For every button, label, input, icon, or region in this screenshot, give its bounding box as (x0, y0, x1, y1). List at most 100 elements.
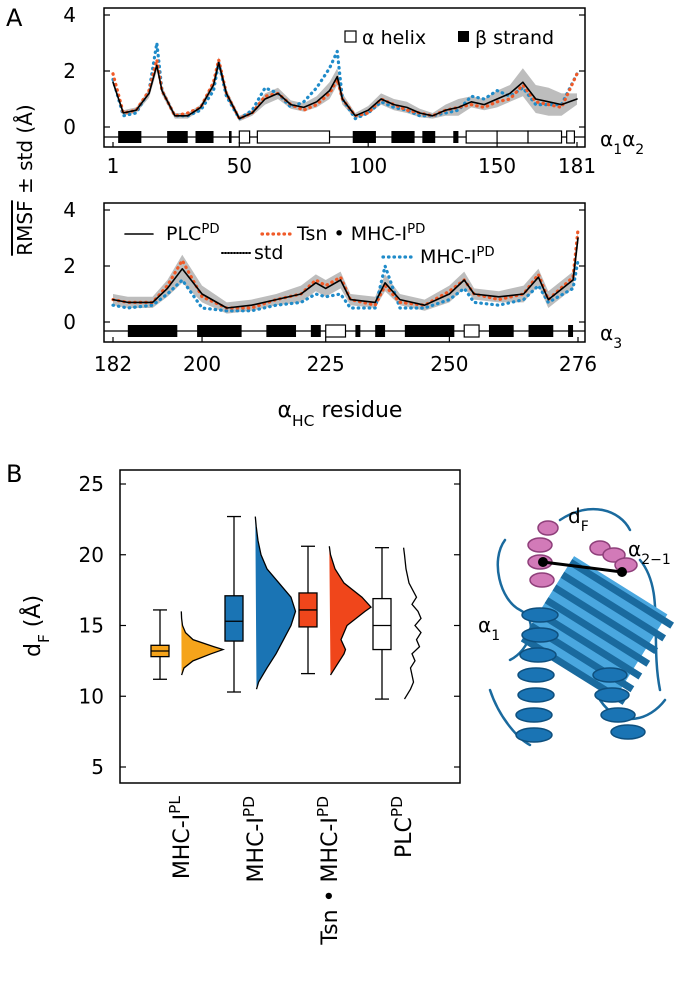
beta-strand (488, 325, 514, 337)
distance-label-part: d (568, 504, 581, 528)
segment-label-part: 1 (613, 142, 622, 158)
legend-name: std (254, 242, 283, 264)
legend-label: β strand (475, 27, 554, 49)
beta-strand (528, 325, 554, 337)
category-label-part: MHC-I (170, 814, 195, 879)
beta-strand (453, 131, 459, 143)
x-tick-label: 225 (307, 352, 345, 376)
y-tick-label: 20 (79, 543, 104, 567)
rmsf-line (111, 58, 579, 121)
beta-strand (310, 325, 321, 337)
y-tick-label: 4 (63, 3, 76, 27)
plot-frame (103, 7, 586, 148)
beta-strand (167, 131, 188, 143)
legend-name: PLC (166, 223, 201, 245)
beta-strand (266, 325, 297, 337)
rmsf-line (112, 237, 579, 309)
beta-strand (355, 325, 361, 337)
helix-label: α1 (478, 613, 500, 644)
violin (328, 546, 372, 676)
segment-label: α1α2 (600, 127, 644, 158)
violin (180, 611, 226, 676)
alpha-helix (256, 130, 331, 144)
violin (254, 516, 297, 690)
x-tick-label: 150 (478, 154, 516, 178)
y-axis-label-part: RMSF (13, 200, 37, 255)
x-tick-label: 250 (430, 352, 468, 376)
category-label-part: Tsn • MHC-I (318, 817, 343, 945)
beta-strand (391, 131, 415, 143)
beta-strand (197, 325, 242, 337)
alpha-helix (463, 324, 480, 338)
legend-label: std (254, 242, 283, 264)
category-label-part: PLC (392, 817, 417, 858)
beta-strand (568, 325, 574, 337)
x-tick-label: 181 (558, 154, 596, 178)
y-tick-label: 10 (79, 684, 104, 708)
x-axis-label: αHC residue (278, 398, 403, 430)
std-band (113, 57, 577, 122)
segment-label-part: α (622, 127, 635, 151)
legend-sup: PD (201, 222, 219, 237)
violin (402, 547, 422, 700)
category-label-part: PD (388, 796, 406, 817)
legend-label: α helix (362, 27, 426, 49)
x-tick-label: 100 (349, 154, 387, 178)
y-tick-label: 5 (91, 755, 104, 779)
category-label-part: PL (166, 796, 184, 814)
rmsf-line (111, 258, 580, 313)
legend-label: PLCPD (166, 222, 220, 246)
box (224, 595, 244, 642)
category-label: Tsn • MHC-IPD (314, 796, 343, 946)
box (372, 597, 392, 651)
rmsf-line (112, 61, 578, 120)
category-label: MHC-IPD (240, 796, 269, 882)
legend-sup: PD (407, 222, 425, 237)
y-tick-label: 0 (63, 115, 76, 139)
y-tick-label: 0 (63, 310, 76, 334)
helix-label-part: 1 (491, 628, 500, 644)
plot-frame (119, 469, 461, 784)
segment-label-part: α (600, 127, 613, 151)
beta-strand (118, 131, 142, 143)
x-tick-label: 50 (227, 154, 252, 178)
legend-sup: PD (476, 245, 494, 260)
alpha-helix (496, 130, 529, 144)
legend-name: MHC-I (420, 246, 476, 268)
legend-label: MHC-IPD (420, 245, 495, 269)
distance-label-part: F (581, 519, 589, 535)
segment-label-part: α (600, 321, 613, 345)
segment-label-part: 3 (613, 336, 622, 352)
beta-strand (229, 131, 232, 143)
helix-label-part: α (628, 537, 641, 561)
y-tick-label: 2 (63, 59, 76, 83)
x-tick-label: 276 (559, 352, 597, 376)
beta-strand (352, 131, 376, 143)
y-axis-label-part: d (21, 643, 46, 657)
alpha-helix (465, 130, 498, 144)
y-tick-label: 4 (63, 198, 76, 222)
segment-label: α3 (600, 321, 622, 352)
legend-name: Tsn • MHC-I (296, 223, 407, 245)
x-tick-label: 200 (183, 352, 221, 376)
y-tick-label: 2 (63, 254, 76, 278)
beta-strand (404, 325, 455, 337)
beta-strand (195, 131, 214, 143)
x-axis-label-part: HC (292, 412, 314, 430)
category-label: MHC-IPL (166, 796, 195, 880)
y-tick-label: 25 (79, 472, 104, 496)
legend-label: Tsn • MHC-IPD (296, 222, 425, 246)
y-axis-label: dF (Å) (19, 595, 53, 657)
category-label-part: PD (240, 796, 258, 817)
alpha-helix (527, 130, 563, 144)
panel-letter: A (6, 4, 23, 32)
helix-label-part: α (478, 613, 491, 637)
beta-strand (422, 131, 436, 143)
category-label: PLCPD (388, 796, 417, 858)
helix-label: α2−1 (628, 537, 671, 568)
x-tick-label: 182 (94, 352, 132, 376)
protein-structure (488, 507, 675, 747)
category-label-part: PD (314, 796, 332, 817)
alpha-helix (238, 130, 251, 144)
